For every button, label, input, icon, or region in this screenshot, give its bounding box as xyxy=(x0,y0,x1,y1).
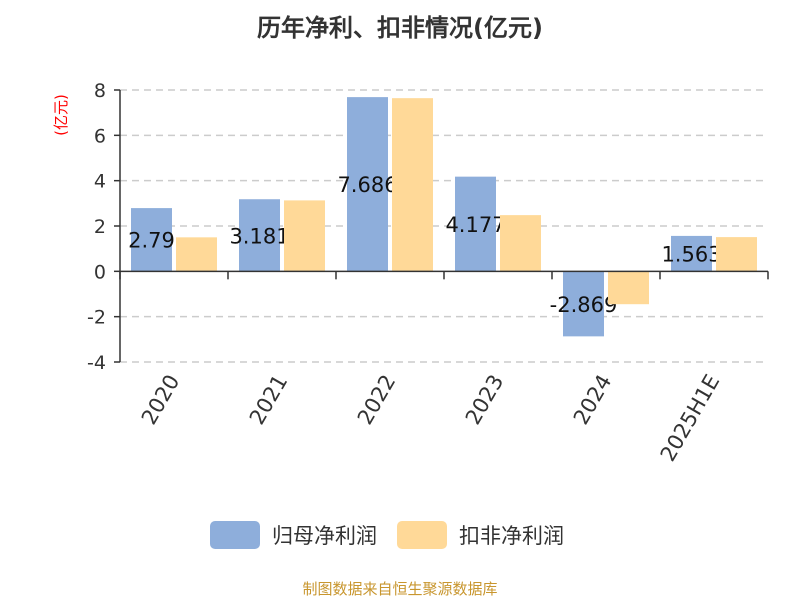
x-tick-label: 2021 xyxy=(245,371,293,429)
data-label-series-1: -2.869 xyxy=(550,293,618,317)
y-tick-label: -4 xyxy=(87,352,106,374)
legend-item-series-1[interactable]: 归母净利润 xyxy=(210,520,377,550)
legend: 归母净利润 扣非净利润 xyxy=(210,520,584,550)
x-tick-label: 2024 xyxy=(569,371,617,429)
bar-series-2 xyxy=(284,200,325,272)
chart-title: 历年净利、扣非情况(亿元) xyxy=(257,14,543,42)
bar-series-2 xyxy=(392,98,433,272)
legend-swatch-series-1 xyxy=(210,521,260,549)
data-label-series-1: 2.79 xyxy=(128,229,175,253)
legend-swatch-series-2 xyxy=(397,521,447,549)
data-label-series-1: 7.686 xyxy=(337,173,397,197)
bar-series-2 xyxy=(716,237,757,272)
x-tick-label: 2023 xyxy=(461,371,509,429)
y-tick-label: -2 xyxy=(87,307,106,329)
y-tick-label: 0 xyxy=(94,261,106,283)
source-footer: 制图数据来自恒生聚源数据库 xyxy=(302,580,498,598)
legend-item-series-2[interactable]: 扣非净利润 xyxy=(397,520,564,550)
bar-series-1 xyxy=(563,271,604,337)
x-tick-label: 2020 xyxy=(137,371,185,429)
bar-series-1 xyxy=(131,208,172,272)
y-tick-label: 8 xyxy=(94,80,106,102)
x-tick-label: 2022 xyxy=(353,371,401,429)
data-label-series-1: 1.563 xyxy=(661,243,721,267)
y-tick-label: 4 xyxy=(94,171,106,193)
bar-series-2 xyxy=(176,237,217,272)
legend-label-series-1: 归母净利润 xyxy=(272,524,377,548)
x-tick-label: 2025H1E xyxy=(656,371,725,466)
bar-series-1 xyxy=(347,97,388,272)
bar-series-1 xyxy=(455,176,496,272)
bar-series-2 xyxy=(500,215,541,272)
bar-series-1 xyxy=(239,199,280,272)
y-axis-label: (亿元) xyxy=(52,94,70,136)
legend-label-series-2: 扣非净利润 xyxy=(459,524,564,548)
bar-series-1 xyxy=(671,235,712,272)
data-label-series-1: 4.177 xyxy=(445,213,505,237)
y-tick-label: 6 xyxy=(94,125,106,147)
y-tick-label: 2 xyxy=(94,216,106,238)
bar-series-2 xyxy=(608,271,649,305)
data-label-series-1: 3.181 xyxy=(229,224,289,248)
